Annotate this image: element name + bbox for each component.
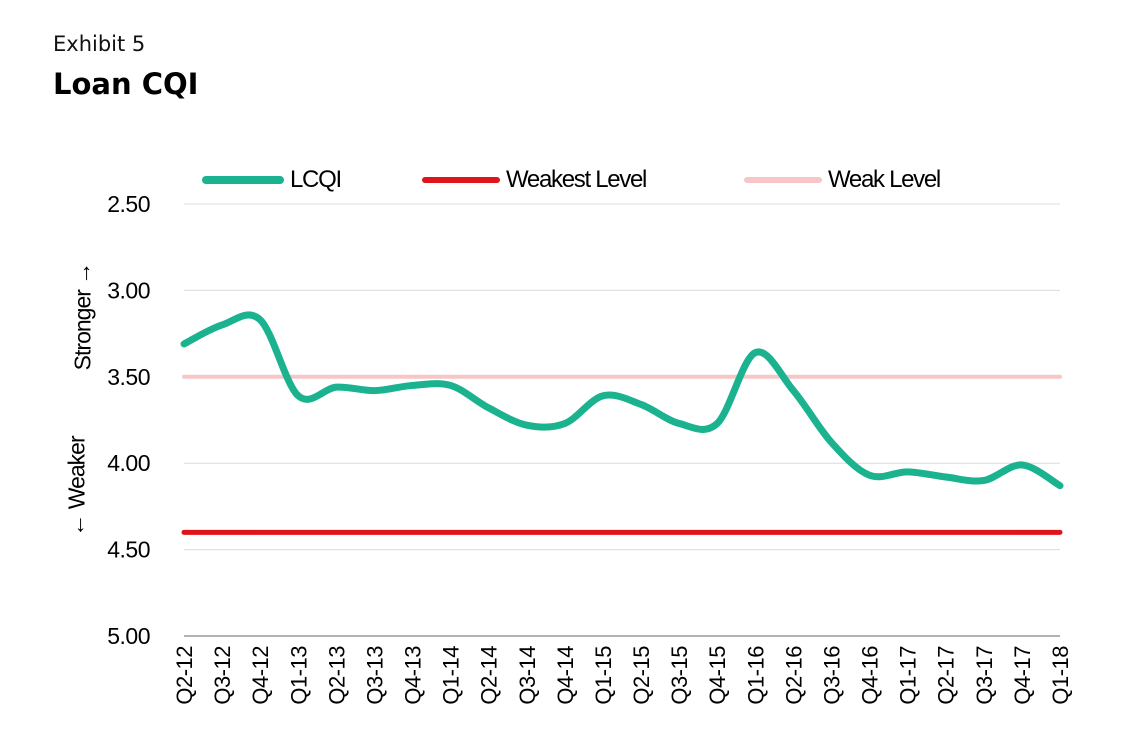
y-tick-label: 2.50 xyxy=(107,191,150,217)
y-tick-label: 4.00 xyxy=(107,450,150,476)
x-tick-label: Q4-16 xyxy=(858,646,883,705)
y-tick-label: 5.00 xyxy=(107,623,150,649)
chart-title: Loan CQI xyxy=(53,67,199,101)
x-tick-label: Q2-13 xyxy=(324,646,349,705)
x-tick-label: Q2-15 xyxy=(629,646,654,705)
legend-swatch-lcqi xyxy=(202,176,284,184)
legend-swatch-weak xyxy=(744,177,822,183)
x-tick-label: Q2-14 xyxy=(477,646,502,705)
x-tick-label: Q1-15 xyxy=(591,646,616,705)
x-tick-label: Q3-16 xyxy=(819,646,844,705)
x-tick-label: Q4-15 xyxy=(705,646,730,705)
x-tick-label: Q4-12 xyxy=(248,646,273,705)
x-tick-label: Q1-13 xyxy=(286,646,311,705)
exhibit-label: Exhibit 5 xyxy=(53,32,146,56)
legend-item-weakest: Weakest Level xyxy=(422,166,647,194)
legend-item-weak: Weak Level xyxy=(744,166,941,194)
x-tick-label: Q1-14 xyxy=(439,646,464,705)
x-tick-label: Q2-12 xyxy=(172,646,197,705)
x-tick-label: Q2-17 xyxy=(934,646,959,705)
x-tick-label: Q1-18 xyxy=(1048,646,1073,705)
series-lcqi-line xyxy=(180,311,1064,490)
legend-swatch-weakest xyxy=(422,177,500,183)
legend-label-weak: Weak Level xyxy=(828,166,941,193)
x-tick-label: Q2-16 xyxy=(781,646,806,705)
y-tick-label: 3.50 xyxy=(107,364,150,390)
y-tick-label: 4.50 xyxy=(107,537,150,563)
x-tick-label: Q1-16 xyxy=(743,646,768,705)
x-tick-label: Q3-14 xyxy=(515,646,540,705)
x-tick-label: Q3-15 xyxy=(667,646,692,705)
x-tick-label: Q3-12 xyxy=(210,646,235,705)
legend-label-lcqi: LCQI xyxy=(290,166,342,193)
legend-label-weakest: Weakest Level xyxy=(506,166,647,193)
x-tick-label: Q3-13 xyxy=(362,646,387,705)
x-tick-label: Q4-14 xyxy=(553,646,578,705)
x-tick-label: Q4-17 xyxy=(1010,646,1035,705)
y-tick-label: 3.00 xyxy=(107,277,150,303)
x-tick-label: Q1-17 xyxy=(896,646,921,705)
x-tick-label: Q3-17 xyxy=(972,646,997,705)
x-tick-label: Q4-13 xyxy=(401,646,426,705)
legend-item-lcqi: LCQI xyxy=(202,166,342,194)
